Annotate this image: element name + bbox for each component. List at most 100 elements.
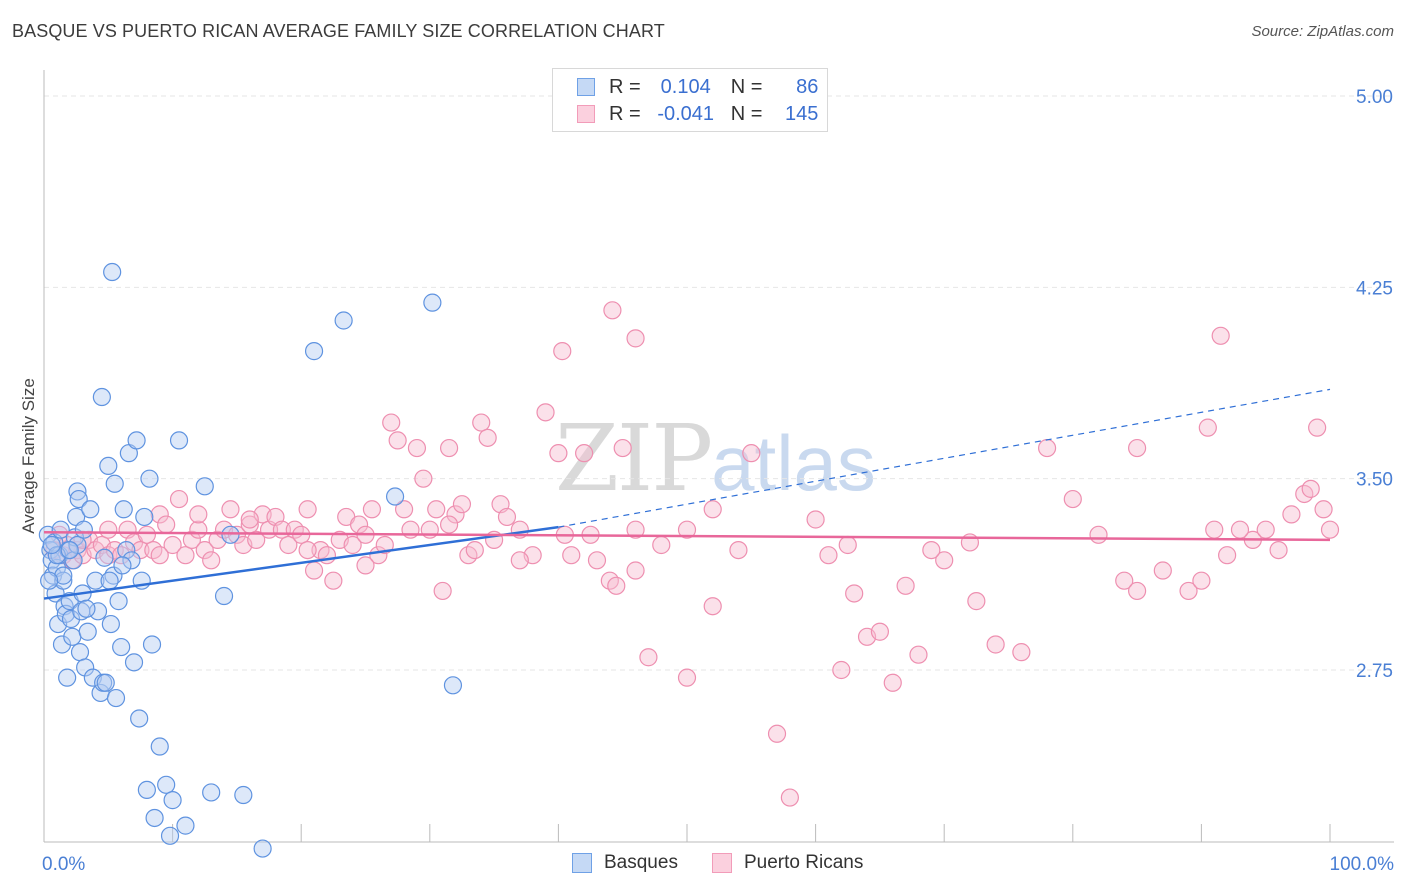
puerto-ricans-point: [189, 520, 208, 539]
puerto-ricans-point: [1269, 540, 1288, 560]
basques-point: [443, 676, 463, 695]
basques-point: [113, 556, 132, 575]
puerto-ricans-point: [626, 329, 645, 348]
basques-point: [101, 614, 120, 634]
basques-point: [109, 592, 128, 611]
basques-point: [61, 609, 81, 629]
basques-point: [130, 709, 149, 728]
basques-point: [60, 540, 79, 560]
puerto-ricans-point: [182, 530, 201, 549]
basques-point: [150, 737, 169, 756]
basques-point: [64, 551, 83, 570]
legend-r-value: 0.104: [660, 75, 711, 98]
basques-point: [88, 602, 108, 621]
legend-item-basques[interactable]: Basques: [572, 852, 678, 874]
puerto-ricans-point: [549, 444, 568, 463]
watermark-atlas: atlas: [711, 419, 876, 507]
puerto-ricans-point: [677, 668, 697, 687]
puerto-ricans-point: [677, 520, 697, 539]
puerto-ricans-point: [382, 413, 401, 432]
source-label: Source: ZipAtlas.com: [1251, 23, 1394, 40]
puerto-ricans-point: [465, 540, 484, 560]
puerto-ricans-point: [652, 535, 671, 555]
x-tick-label: 100.0%: [1330, 854, 1395, 875]
puerto-ricans-point: [703, 500, 722, 519]
puerto-ricans-point: [279, 535, 298, 555]
puerto-ricans-point: [324, 571, 343, 590]
basques-point: [74, 520, 93, 539]
basques-legend-swatch: [572, 853, 592, 873]
basques-point: [214, 586, 234, 606]
puerto-ricans-point: [137, 525, 156, 544]
basques-point: [81, 500, 100, 519]
puerto-ricans-point: [1218, 546, 1237, 565]
puerto-ricans-point: [883, 673, 902, 692]
y-tick-label: 3.50: [1356, 470, 1393, 491]
basques-point: [51, 520, 70, 539]
basques-points: [38, 262, 463, 858]
basques-point: [137, 780, 156, 800]
basques-point: [163, 791, 182, 810]
puerto-ricans-point: [1012, 643, 1031, 662]
basques-trend-extension: [558, 388, 1331, 528]
stats-legend: R = 0.104 N = 86 R = -0.041 N = 145: [552, 68, 828, 132]
legend-n-label: N =: [730, 75, 763, 98]
puerto-ricans-point: [452, 495, 472, 514]
puerto-ricans-point: [1314, 500, 1333, 519]
puerto-ricans-point: [497, 507, 517, 527]
basques-point: [145, 808, 164, 828]
puerto-ricans-point: [587, 551, 607, 570]
puerto-ricans-legend-swatch: [712, 853, 732, 873]
puerto-ricans-point: [298, 500, 317, 519]
puerto-ricans-point: [742, 444, 761, 463]
puerto-ricans-point: [626, 520, 645, 539]
puerto-ricans-point: [1127, 438, 1147, 458]
legend-item-label: Basques: [604, 852, 678, 873]
basques-point: [304, 342, 324, 361]
basques-point: [63, 627, 82, 646]
basques-point: [385, 487, 405, 506]
basques-point: [140, 469, 159, 488]
puerto-ricans-point: [909, 645, 928, 664]
legend-item-puerto-ricans[interactable]: Puerto Ricans: [712, 852, 863, 874]
basques-trend-line: [43, 525, 559, 600]
puerto-ricans-point: [240, 510, 259, 529]
puerto-ricans-point: [1320, 520, 1340, 539]
puerto-ricans-point: [1153, 561, 1172, 580]
puerto-ricans-point: [922, 540, 941, 560]
puerto-ricans-point: [1063, 489, 1082, 509]
puerto-ricans-points: [45, 301, 1340, 807]
puerto-ricans-point: [1308, 418, 1327, 437]
basques-point: [100, 571, 119, 590]
basques-point: [105, 474, 124, 493]
basques-point: [96, 673, 115, 692]
puerto-ricans-point: [195, 540, 214, 560]
legend-r-label: R =: [609, 75, 641, 98]
legend-row-basques: R = 0.104 N = 86: [553, 75, 818, 99]
basques-point: [122, 551, 141, 570]
puerto-ricans-point: [375, 535, 394, 555]
basques-point: [76, 658, 95, 677]
puerto-ricans-point: [553, 342, 572, 361]
puerto-ricans-point: [99, 520, 118, 539]
puerto-ricans-point: [131, 540, 150, 560]
puerto-ricans-point: [394, 500, 414, 519]
axis-labels: 5.00 4.25 3.50 2.75 0.0% 100.0% Average Family…: [19, 87, 1394, 875]
basques-point: [169, 431, 189, 450]
y-tick-label: 2.75: [1356, 661, 1393, 682]
puerto-ricans-point: [247, 530, 266, 549]
basques-point: [40, 571, 59, 590]
puerto-ricans-point: [439, 515, 459, 534]
basques-point: [112, 637, 131, 657]
puerto-ricans-point: [607, 576, 626, 595]
puerto-ricans-point: [870, 622, 890, 641]
basques-point: [160, 826, 180, 845]
basques-point: [69, 489, 88, 509]
basques-point: [78, 622, 97, 641]
puerto-ricans-point: [1230, 520, 1250, 539]
puerto-ricans-point: [1192, 571, 1211, 590]
puerto-ricans-point: [202, 551, 221, 570]
basques-point: [92, 387, 111, 407]
puerto-ricans-point: [407, 438, 427, 458]
y-axis-label: Average Family Size: [19, 378, 38, 534]
